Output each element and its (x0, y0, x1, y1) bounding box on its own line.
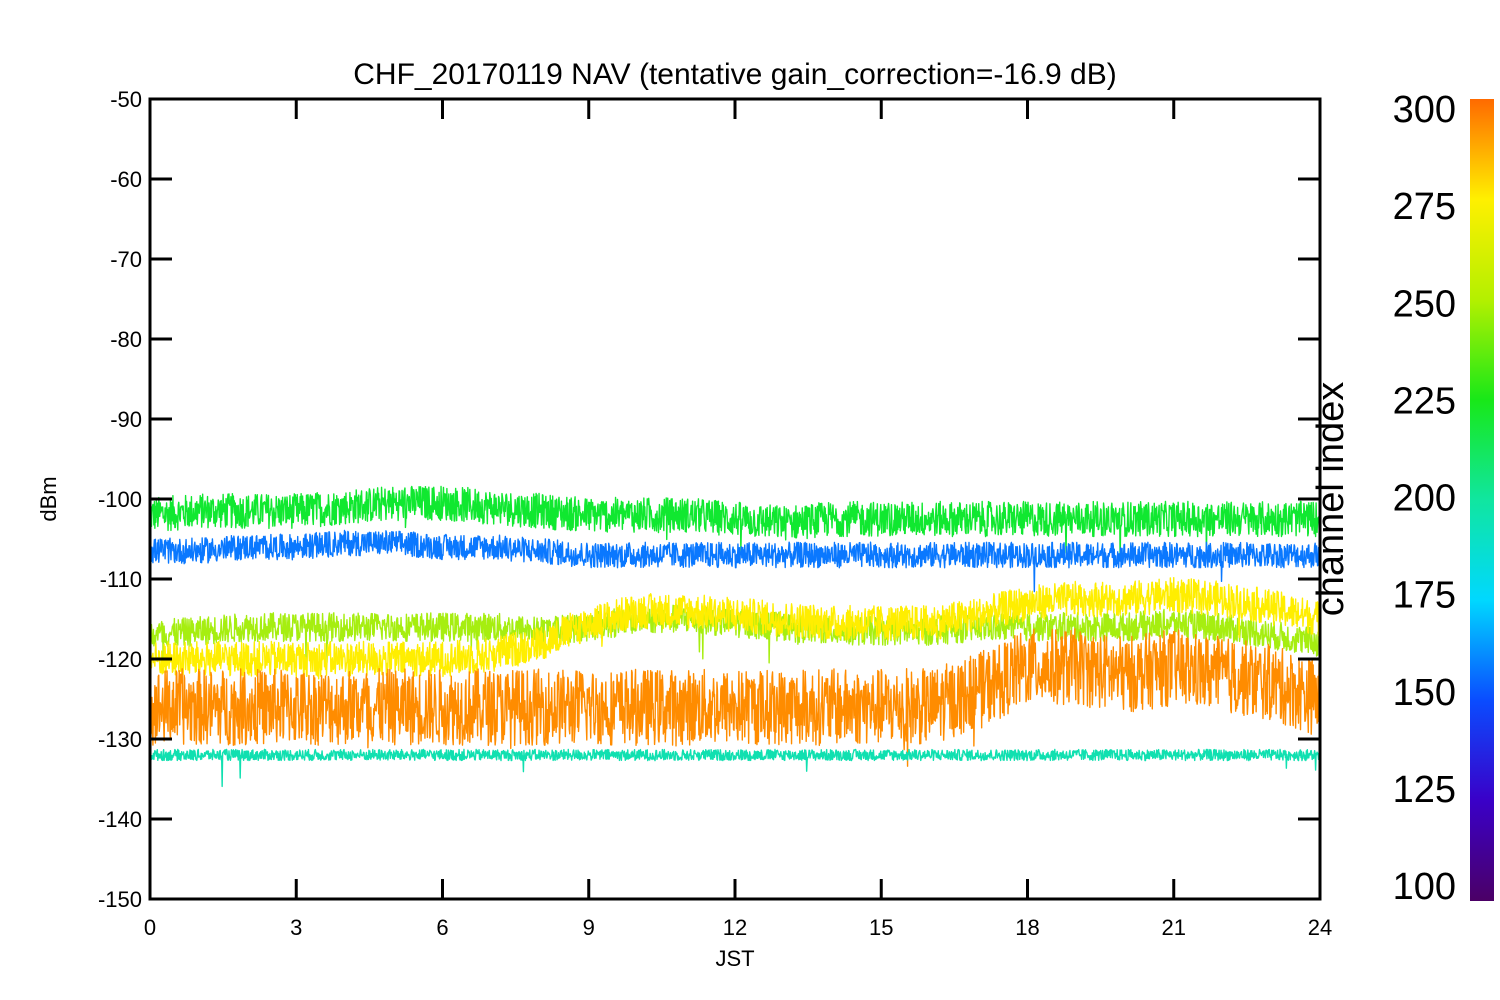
colorbar-tick-label: 275 (1393, 186, 1456, 228)
plot-frame (148, 97, 1322, 901)
colorbar-tick-label: 175 (1393, 575, 1456, 617)
x-tick-label: 15 (869, 915, 893, 940)
y-tick-label: -50 (110, 87, 142, 112)
y-tick-label: -150 (98, 887, 142, 912)
ticks-layer: 0 3 6 9 12 15 18 21 24 -50 -60 -70 -80 -90 -100 -110 -12… (98, 87, 1332, 940)
x-axis-title: JST (715, 946, 754, 971)
colorbar-tick-label: 100 (1393, 866, 1456, 908)
series-line (150, 577, 1320, 680)
colorbar-tick-label: 125 (1393, 769, 1456, 811)
y-tick-label: -140 (98, 807, 142, 832)
y-tick-label: -80 (110, 327, 142, 352)
series-line (150, 529, 1320, 593)
series-line (150, 485, 1320, 562)
colorbar-tick-label: 200 (1393, 478, 1456, 520)
x-tick-label: 18 (1015, 915, 1039, 940)
y-tick-label: -60 (110, 167, 142, 192)
y-tick-label: -110 (100, 567, 142, 592)
chart-title: CHF_20170119 NAV (tentative gain_correct… (353, 58, 1117, 91)
colorbar-title: channel index (1310, 382, 1352, 617)
colorbar-tick-label: 300 (1393, 89, 1456, 131)
colorbar-tick-label: 225 (1393, 380, 1456, 422)
x-tick-label: 9 (583, 915, 595, 940)
y-axis-title: dBm (36, 476, 61, 521)
series-layer (150, 485, 1320, 788)
colorbar-ticks: 300 275 250 225 200 175 150 125 100 (1393, 89, 1456, 908)
x-tick-label: 24 (1308, 915, 1332, 940)
series-line (150, 628, 1320, 767)
y-tick-label: -100 (98, 487, 142, 512)
y-tick-label: -90 (110, 407, 142, 432)
colorbar (1470, 99, 1494, 901)
x-tick-label: 12 (723, 915, 747, 940)
colorbar-tick-label: 150 (1393, 672, 1456, 714)
x-tick-label: 0 (144, 915, 156, 940)
x-tick-label: 6 (436, 915, 448, 940)
x-tick-label: 21 (1162, 915, 1186, 940)
y-tick-label: -120 (98, 647, 142, 672)
x-tick-label: 3 (290, 915, 302, 940)
y-tick-label: -70 (110, 247, 142, 272)
colorbar-tick-label: 250 (1393, 283, 1456, 325)
y-tick-label: -130 (98, 727, 142, 752)
series-line (150, 748, 1320, 788)
